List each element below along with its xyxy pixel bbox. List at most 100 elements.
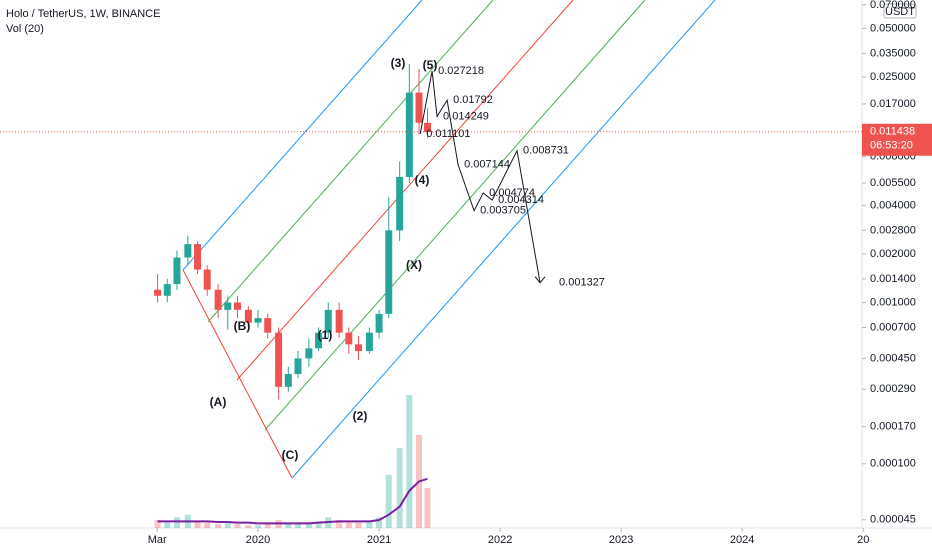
candle-body (173, 257, 181, 285)
wave-label: (C) (282, 448, 299, 462)
y-tick-label: 0.002800 (870, 224, 916, 236)
projection-label: 0.008731 (523, 145, 569, 157)
price-tag-countdown: 06:53:20 (870, 140, 913, 152)
candle-body (264, 318, 272, 333)
candle-body (224, 302, 232, 310)
pitchfork (182, 0, 716, 479)
x-tick-label: 2023 (609, 534, 633, 546)
volume-bar (285, 522, 292, 528)
wave-label: (1) (318, 328, 333, 342)
projection-label: 0.004774 (489, 187, 535, 199)
arrow-head (534, 276, 546, 284)
wave-label: (4) (415, 173, 430, 187)
y-tick-label: 0.002000 (870, 248, 916, 260)
volume-bar (385, 474, 392, 528)
handle-line (182, 269, 293, 479)
candle-body (284, 374, 292, 387)
candle-body (396, 176, 404, 231)
projection-label: 0.007144 (464, 159, 510, 171)
volume-bar (294, 524, 301, 528)
y-tick-label: 0.000450 (870, 352, 916, 364)
y-tick-label: 0.050000 (870, 22, 916, 34)
volume-bar (336, 520, 343, 528)
y-tick-label: 0.005500 (870, 177, 916, 189)
x-tick-label: Mar (148, 534, 167, 546)
volume-bar (366, 521, 373, 528)
volume-bar (154, 520, 161, 528)
x-tick-label: 2021 (367, 534, 391, 546)
volume-bar (345, 522, 352, 528)
volume-bar (164, 522, 171, 528)
candle-body (275, 332, 283, 387)
y-tick-label: 0.000170 (870, 421, 916, 433)
volume-bar (224, 522, 231, 528)
candle-body (405, 92, 413, 177)
volume-bar (215, 524, 222, 528)
candle-body (244, 309, 252, 323)
volume-bar (305, 522, 312, 528)
candle-body (415, 92, 423, 123)
currency-box[interactable] (883, 3, 917, 19)
y-tick-label: 0.000045 (870, 514, 916, 526)
y-tick-label: 0.000290 (870, 383, 916, 395)
projection-label: 0.004314 (498, 194, 544, 206)
volume-bar (173, 517, 180, 528)
candle-body (184, 244, 192, 258)
volume-bar (424, 488, 431, 528)
volume-bar (194, 521, 201, 528)
candle-body (214, 289, 222, 310)
volume-bar (396, 448, 403, 528)
x-tick-label: 2020 (246, 534, 270, 546)
y-tick-label: 0.001000 (870, 296, 916, 308)
y-tick-label: 0.017000 (870, 98, 916, 110)
candle-body (385, 230, 393, 314)
candle-body (194, 244, 202, 270)
candle-body (355, 344, 363, 352)
y-tick-label: 0.070000 (870, 0, 916, 11)
volume-ma (157, 477, 428, 525)
volume-bar (245, 525, 252, 528)
candle-body (335, 309, 343, 333)
candle-body (254, 318, 262, 323)
wave-label: (3) (391, 56, 406, 70)
candle-body (154, 289, 162, 296)
y-tick-label: 0.001400 (870, 273, 916, 285)
channel-line (182, 0, 423, 271)
currency: USDT (885, 6, 915, 18)
channel-line (264, 0, 646, 431)
y-tick-label: 0.004000 (870, 199, 916, 211)
x-tick-label: 20 (857, 534, 869, 546)
wave-label: (5) (423, 58, 438, 72)
candle-body (233, 302, 241, 310)
volume-bar (264, 524, 271, 528)
projection-label: 0.014249 (443, 110, 489, 122)
y-tick-label: 0.000700 (870, 321, 916, 333)
y-tick-label: 0.035000 (870, 47, 916, 59)
candle-body (203, 269, 211, 290)
candle-body (305, 348, 313, 359)
candle-body (365, 332, 373, 352)
projection-path (419, 70, 541, 283)
projection-label: 0.01792 (453, 94, 493, 106)
volume-bar (204, 522, 211, 528)
candle-body (294, 358, 302, 375)
volume-bar (355, 522, 362, 528)
median-line (236, 0, 574, 381)
projection-label: 0.003705 (480, 205, 526, 217)
y-tick-label: 0.000100 (870, 458, 916, 470)
volume-label: Vol (20) (6, 23, 44, 35)
channel-line (207, 0, 494, 323)
candle-body (315, 332, 323, 349)
wave-label: (X) (406, 258, 422, 272)
candle-body (345, 332, 353, 345)
candle-body (163, 284, 171, 296)
volume-bar (255, 525, 262, 528)
x-tick-label: 2024 (730, 534, 754, 546)
volume-bar (315, 521, 322, 528)
candle-body (423, 122, 431, 132)
projection-label: 0.011101 (426, 128, 470, 140)
chart-title: Holo / TetherUS, 1W, BINANCE (6, 8, 160, 20)
price-tag-value: 0.011438 (870, 126, 915, 138)
